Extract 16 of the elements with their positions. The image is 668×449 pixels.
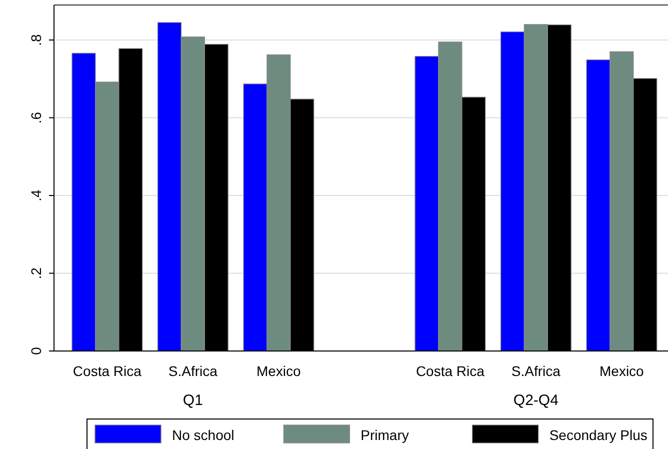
text: Q2-Q4 bbox=[513, 392, 558, 409]
y-tick-label: 0 bbox=[28, 346, 44, 355]
x-tick-label: Mexico bbox=[256, 363, 302, 379]
y-tick-label: .8 bbox=[28, 34, 44, 46]
text: Q1 bbox=[182, 392, 203, 409]
x-tick-label: S.Africa bbox=[511, 363, 561, 379]
x-tick-label: Mexico bbox=[600, 363, 644, 379]
legend-label: No school bbox=[172, 427, 234, 443]
legend-label: Primary bbox=[360, 427, 409, 443]
legend-label: Secondary Plus bbox=[549, 427, 648, 443]
x-tick-label: Costa Rica bbox=[416, 363, 485, 379]
y-tick-label: .2 bbox=[28, 267, 44, 280]
x-tick-label: S.Africa bbox=[168, 363, 218, 379]
x-tick-label: Costa Rica bbox=[72, 363, 142, 379]
y-tick-label: .4 bbox=[28, 189, 44, 202]
y-tick-label: .6 bbox=[28, 112, 44, 124]
